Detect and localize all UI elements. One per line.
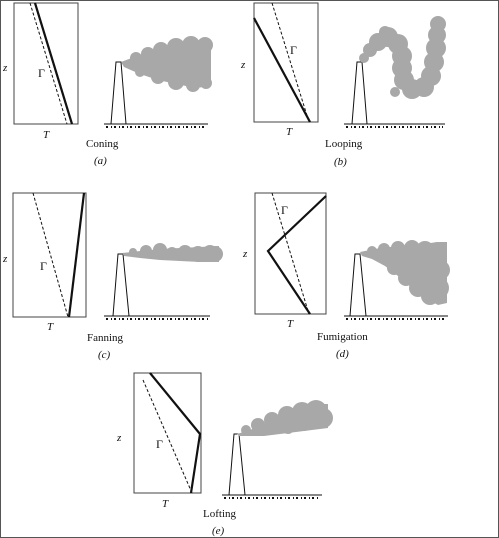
panel-name: Looping <box>325 138 363 150</box>
ground <box>344 123 445 128</box>
ground <box>222 494 322 499</box>
t-axis-label: T <box>162 498 169 510</box>
panel-letter: (d) <box>336 348 349 360</box>
temperature-profile-line <box>266 195 327 315</box>
t-axis-label: T <box>43 129 50 141</box>
t-axis-label: T <box>287 318 294 330</box>
adiabatic-lapse-line <box>29 2 68 125</box>
panel-fanning: Γ z T Fanning (c) <box>2 192 223 361</box>
adiabatic-lapse-line <box>142 379 193 494</box>
panel-fumigation: Γ z T Fumigation (d) <box>242 192 450 360</box>
panel-letter: (c) <box>98 349 111 361</box>
profile-frame <box>13 2 79 125</box>
z-axis-label: z <box>240 59 246 71</box>
panel-name: Lofting <box>203 508 236 520</box>
profile-frame <box>12 192 87 318</box>
z-axis-label: z <box>242 248 248 260</box>
ground <box>104 123 208 128</box>
stack <box>228 433 246 496</box>
smokestack <box>349 253 367 317</box>
ground <box>344 315 448 320</box>
gamma-label: Γ <box>281 203 288 217</box>
ground <box>104 315 210 320</box>
plume-fanning <box>122 243 223 262</box>
adiabatic-lapse-line <box>271 192 310 315</box>
profile-frame <box>254 192 327 315</box>
adiabatic-lapse-line <box>271 2 310 123</box>
panel-name: Coning <box>86 138 119 150</box>
panel-coning: Γ z T Coning (a) <box>2 2 213 167</box>
plume-lofting <box>237 400 333 436</box>
panel-letter: (a) <box>94 155 107 167</box>
temperature-profile-line <box>67 192 86 318</box>
gamma-label: Γ <box>156 437 163 451</box>
stack <box>349 253 367 317</box>
stack <box>110 61 127 125</box>
profile-frame <box>253 2 319 123</box>
stack <box>112 253 130 317</box>
panel-letter: (b) <box>334 156 347 168</box>
plume-coning <box>121 36 213 92</box>
plume-looping <box>359 16 446 99</box>
z-axis-label: z <box>116 432 122 444</box>
gamma-label: Γ <box>38 66 45 80</box>
gamma-label: Γ <box>40 259 47 273</box>
smokestack <box>351 61 368 125</box>
temperature-profile-line <box>149 372 202 494</box>
plume-fumigation <box>360 240 450 305</box>
smokestack <box>110 61 127 125</box>
panel-lofting: Γ z T Lofting (e) <box>116 372 333 537</box>
t-axis-label: T <box>47 321 54 333</box>
smokestack <box>112 253 130 317</box>
z-axis-label: z <box>2 253 8 265</box>
temperature-profile-line <box>33 2 74 125</box>
smokestack <box>228 433 246 496</box>
panel-looping: Γ z T Looping <box>240 2 446 168</box>
panel-letter: (e) <box>212 525 225 537</box>
stack <box>351 61 368 125</box>
panel-name: Fanning <box>87 332 124 344</box>
profile-frame <box>133 372 202 494</box>
temperature-profile-line <box>253 17 311 123</box>
t-axis-label: T <box>286 126 293 138</box>
adiabatic-lapse-line <box>32 192 69 318</box>
gamma-label: Γ <box>290 43 297 57</box>
z-axis-label: z <box>2 62 8 74</box>
panel-name: Fumigation <box>317 331 368 343</box>
